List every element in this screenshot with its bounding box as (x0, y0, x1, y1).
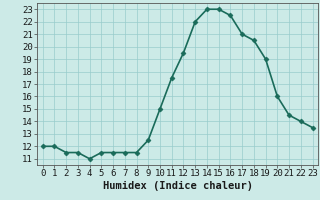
X-axis label: Humidex (Indice chaleur): Humidex (Indice chaleur) (103, 181, 252, 191)
